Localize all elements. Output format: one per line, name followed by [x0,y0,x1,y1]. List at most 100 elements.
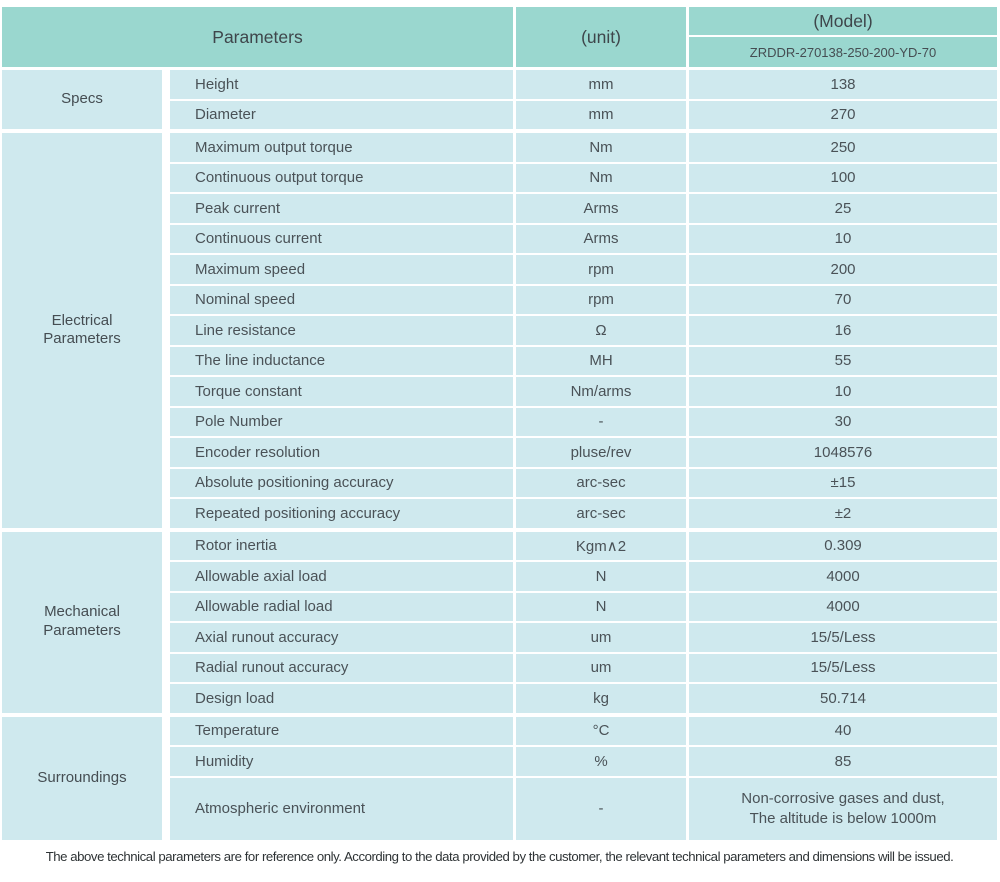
table-row: Design load kg 50.714 [170,684,997,713]
table-row: Radial runout accuracy um 15/5/Less [170,653,997,682]
unit-cell: MH [516,346,686,375]
table-header: Parameters (unit) (Model) ZRDDR-270138-2… [2,7,997,67]
param-name-cell: Continuous output torque [170,163,513,192]
unit-cell: Arms [516,224,686,253]
value-cell: 0.309 [689,531,997,560]
table-row: The line inductance MH 55 [170,346,997,375]
table-row: Allowable axial load N 4000 [170,562,997,591]
param-name-cell: Maximum output torque [170,133,513,162]
value-cell: 200 [689,255,997,284]
value-cell: ±15 [689,468,997,497]
header-model: (Model) ZRDDR-270138-250-200-YD-70 [689,7,997,67]
unit-cell: mm [516,100,686,129]
unit-cell: N [516,562,686,591]
param-name-cell: Pole Number [170,407,513,436]
unit-cell: Nm [516,133,686,162]
header-model-label: (Model) [689,7,997,37]
unit-cell: Ω [516,316,686,345]
param-name-cell: Height [170,70,513,99]
value-cell: 1048576 [689,438,997,467]
param-name-cell: Line resistance [170,316,513,345]
value-cell: 10 [689,377,997,406]
table-row: Line resistance Ω 16 [170,316,997,345]
param-name-cell: Continuous current [170,224,513,253]
param-name-cell: The line inductance [170,346,513,375]
table-row: Diameter mm 270 [170,100,997,129]
section-specs: Specs Height mm 138 Diameter mm 270 [2,70,997,129]
table-row: Torque constant Nm/arms 10 [170,377,997,406]
unit-cell: rpm [516,285,686,314]
param-name-cell: Radial runout accuracy [170,653,513,682]
category-label-specs: Specs [2,70,162,129]
value-cell: 4000 [689,592,997,621]
param-name-cell: Repeated positioning accuracy [170,499,513,528]
value-cell: 16 [689,316,997,345]
header-unit: (unit) [516,7,686,67]
unit-cell: N [516,592,686,621]
category-label-surroundings: Surroundings [2,716,162,840]
value-cell: 15/5/Less [689,653,997,682]
header-model-value: ZRDDR-270138-250-200-YD-70 [749,44,937,60]
value-cell: 138 [689,70,997,99]
unit-cell: Nm [516,163,686,192]
table-row: Maximum output torque Nm 250 [170,133,997,162]
value-cell: 55 [689,346,997,375]
unit-cell: - [516,407,686,436]
unit-cell: Kgm∧2 [516,531,686,560]
param-name-cell: Allowable axial load [170,562,513,591]
param-name-cell: Atmospheric environment [170,777,513,840]
table-row: Temperature °C 40 [170,716,997,745]
reference-note: The above technical parameters are for r… [45,848,954,864]
table-row: Allowable radial load N 4000 [170,592,997,621]
param-name-cell: Encoder resolution [170,438,513,467]
param-name-cell: Torque constant [170,377,513,406]
value-cell: 40 [689,716,997,745]
param-name-cell: Diameter [170,100,513,129]
unit-cell: rpm [516,255,686,284]
value-cell: Non-corrosive gases and dust, The altitu… [689,777,997,840]
unit-cell: Nm/arms [516,377,686,406]
section-rows: Temperature °C 40 Humidity % 85 Atmosphe… [170,716,997,840]
value-cell: 15/5/Less [689,623,997,652]
param-name-cell: Humidity [170,747,513,776]
param-name-cell: Peak current [170,194,513,223]
param-name-cell: Maximum speed [170,255,513,284]
value-cell: 85 [689,747,997,776]
table-row: Axial runout accuracy um 15/5/Less [170,623,997,652]
value-cell: 50.714 [689,684,997,713]
value-cell: ±2 [689,499,997,528]
param-name-cell: Design load [170,684,513,713]
value-cell: 30 [689,407,997,436]
table-row: Height mm 138 [170,70,997,99]
unit-cell: Arms [516,194,686,223]
unit-cell: kg [516,684,686,713]
value-cell: 250 [689,133,997,162]
value-cell: 25 [689,194,997,223]
unit-cell: - [516,777,686,840]
table-row: Encoder resolution pluse/rev 1048576 [170,438,997,467]
unit-cell: mm [516,70,686,99]
section-rows: Maximum output torque Nm 250 Continuous … [170,133,997,528]
value-cell: 10 [689,224,997,253]
table-row: Rotor inertia Kgm∧2 0.309 [170,531,997,560]
section-rows: Rotor inertia Kgm∧2 0.309 Allowable axia… [170,531,997,713]
unit-cell: um [516,653,686,682]
table-row: Atmospheric environment - Non-corrosive … [170,777,997,840]
section-electrical-parameters: Electrical Parameters Maximum output tor… [2,133,997,528]
unit-cell: % [516,747,686,776]
section-mechanical-parameters: Mechanical Parameters Rotor inertia Kgm∧… [2,531,997,713]
value-cell: 4000 [689,562,997,591]
table-row: Nominal speed rpm 70 [170,285,997,314]
param-name-cell: Allowable radial load [170,592,513,621]
unit-cell: arc-sec [516,499,686,528]
unit-cell: arc-sec [516,468,686,497]
value-cell: 70 [689,285,997,314]
param-name-cell: Temperature [170,716,513,745]
section-surroundings: Surroundings Temperature °C 40 Humidity … [2,716,997,840]
table-row: Humidity % 85 [170,747,997,776]
table-row: Continuous output torque Nm 100 [170,163,997,192]
unit-cell: pluse/rev [516,438,686,467]
param-name-cell: Absolute positioning accuracy [170,468,513,497]
value-cell: 100 [689,163,997,192]
